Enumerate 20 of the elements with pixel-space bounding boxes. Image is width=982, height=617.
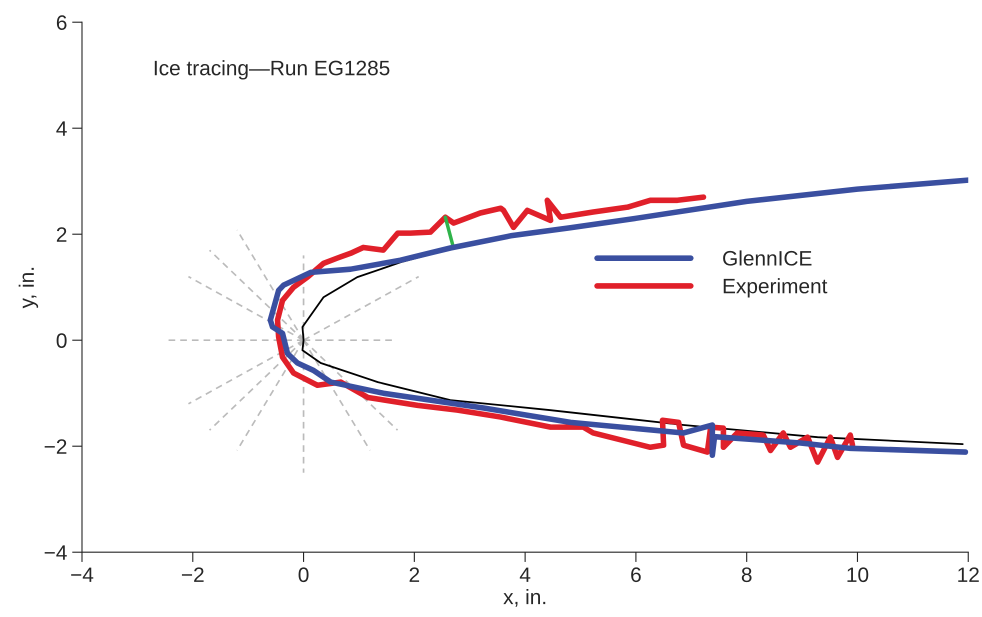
legend-label: Experiment: [724, 278, 828, 298]
y-tick-label: −4: [44, 545, 67, 560]
y-tick-label: 2: [56, 227, 66, 242]
x-tick-label: 6: [631, 567, 641, 582]
x-tick-label: 2: [410, 567, 420, 582]
x-tick-label: 10: [847, 567, 868, 582]
x-axis-title: x, in.: [503, 588, 546, 607]
y-tick-label: 4: [56, 121, 67, 136]
x-tick-label: 12: [958, 567, 979, 582]
legend-label: GlennICE: [723, 250, 812, 266]
x-tick-label: 4: [520, 568, 530, 582]
y-tick-label: −2: [44, 439, 66, 454]
y-tick-label: 0: [56, 333, 67, 348]
x-tick-label: −4: [71, 568, 94, 582]
x-tick-label: 0: [298, 567, 309, 582]
x-tick-label: 8: [742, 567, 752, 582]
annotation: Ice tracing—Run EG1285: [154, 60, 390, 80]
x-tick-label: −2: [182, 567, 204, 582]
y-tick-label: 6: [56, 15, 66, 30]
y-axis-title: y, in.: [18, 268, 38, 308]
